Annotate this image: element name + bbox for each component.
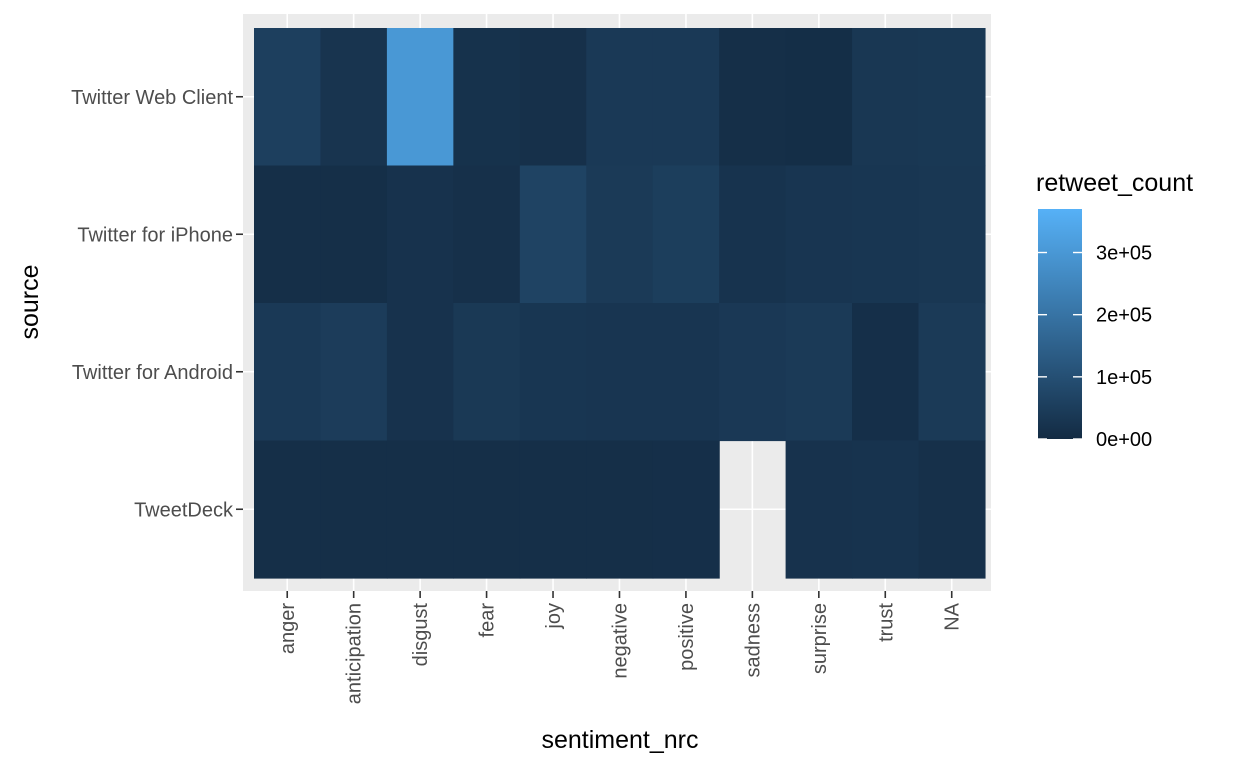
x-tick-label: sadness [742,603,764,678]
heatmap-cell-twitter-for-iphone-surprise [785,165,853,304]
x-tick-label: trust [875,603,897,642]
heatmap-cell-tweetdeck-anger [254,440,322,579]
y-tick-label: Twitter for iPhone [77,224,233,246]
heatmap-cell-twitter-for-iphone-sadness [719,165,787,304]
x-tick-label: negative [609,603,631,679]
x-axis-title: sentiment_nrc [541,726,698,754]
heatmap-cell-twitter-for-iphone-negative [586,165,654,304]
x-tick-label: fear [477,603,499,638]
heatmap-cell-twitter-for-android-na [918,303,986,442]
legend-title: retweet_count [1036,169,1193,197]
x-tick-label: disgust [410,603,432,667]
heatmap-cell-tweetdeck-surprise [785,440,853,579]
legend-break-label: 1e+05 [1096,367,1152,389]
heatmap-cell-twitter-web-client-negative [586,28,654,167]
legend-colorbar [1038,209,1082,439]
heatmap-cell-twitter-web-client-trust [852,28,920,167]
heatmap-cell-twitter-for-iphone-na [918,165,986,304]
heatmap-cell-twitter-for-android-anger [254,303,322,442]
heatmap-cell-twitter-for-android-negative [586,303,654,442]
x-tick-label: joy [543,603,565,630]
y-axis-title: source [16,264,44,339]
y-tick-label: TweetDeck [134,499,234,521]
legend: retweet_count 0e+00 1e+05 2e+05 3e+05 [1036,169,1193,451]
heatmap-cells [254,28,986,579]
heatmap-cell-twitter-for-android-joy [519,303,587,442]
legend-break-label: 0e+00 [1096,429,1152,451]
heatmap-cell-twitter-for-android-anticipation [320,303,388,442]
heatmap-cell-twitter-for-android-positive [652,303,720,442]
x-tick-label: anger [277,603,299,654]
legend-break-label: 3e+05 [1096,243,1152,265]
heatmap-cell-tweetdeck-disgust [386,440,454,579]
legend-break-label: 2e+05 [1096,305,1152,327]
heatmap-cell-twitter-for-iphone-anger [254,165,322,304]
heatmap-cell-twitter-web-client-joy [519,28,587,167]
heatmap-cell-tweetdeck-fear [453,440,521,579]
heatmap-cell-twitter-web-client-anger [254,28,322,167]
heatmap-cell-twitter-for-android-trust [852,303,920,442]
heatmap-cell-twitter-for-android-sadness [719,303,787,442]
heatmap-cell-twitter-for-iphone-disgust [386,165,454,304]
heatmap-cell-twitter-web-client-positive [652,28,720,167]
heatmap-cell-twitter-for-android-disgust [386,303,454,442]
x-tick-label: positive [676,603,698,671]
heatmap-cell-twitter-for-android-surprise [785,303,853,442]
heatmap-cell-twitter-for-android-fear [453,303,521,442]
heatmap-cell-tweetdeck-positive [652,440,720,579]
x-tick-label: anticipation [344,603,366,704]
heatmap-cell-twitter-web-client-disgust [386,28,454,167]
heatmap-cell-tweetdeck-anticipation [320,440,388,579]
y-tick-label: Twitter Web Client [71,87,233,109]
heatmap-cell-twitter-web-client-fear [453,28,521,167]
heatmap-cell-twitter-web-client-sadness [719,28,787,167]
heatmap-cell-tweetdeck-negative [586,440,654,579]
heatmap-cell-twitter-for-iphone-anticipation [320,165,388,304]
heatmap-cell-tweetdeck-trust [852,440,920,579]
heatmap-cell-twitter-for-iphone-positive [652,165,720,304]
heatmap-cell-twitter-for-iphone-joy [519,165,587,304]
x-axis-ticks: anger anticipation disgust fear joy negative p… [277,591,964,704]
heatmap-cell-twitter-for-iphone-fear [453,165,521,304]
heatmap-cell-tweetdeck-joy [519,440,587,579]
y-tick-label: Twitter for Android [72,362,233,384]
x-tick-label: surprise [809,603,831,674]
heatmap-cell-twitter-web-client-anticipation [320,28,388,167]
x-tick-label: NA [942,602,964,630]
heatmap-cell-twitter-web-client-na [918,28,986,167]
heatmap-cell-tweetdeck-na [918,440,986,579]
heatmap-cell-twitter-for-iphone-trust [852,165,920,304]
heatmap-cell-twitter-web-client-surprise [785,28,853,167]
y-axis-ticks: Twitter Web Client Twitter for iPhone Twit… [71,87,243,521]
